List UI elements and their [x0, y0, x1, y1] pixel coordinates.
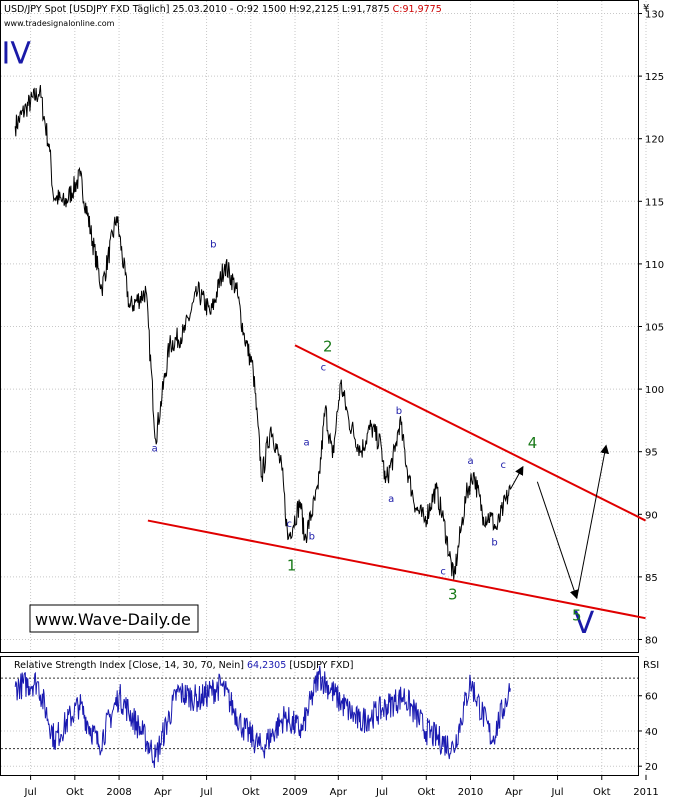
price-y-tick-label: 95: [645, 448, 658, 459]
wave-label-major: 2: [323, 338, 333, 356]
channel-lower-line: [147, 519, 646, 620]
x-tick-label: Okt: [66, 787, 84, 798]
wave-label-major: 1: [287, 557, 297, 575]
projection-arrow: [509, 465, 524, 490]
wave-label-major: 5: [572, 607, 582, 625]
price-grid: [1, 1, 647, 652]
x-tick-label: Okt: [242, 787, 260, 798]
price-y-tick-labels: 80 85 90 95 100 105 110 115 120 125 130: [638, 10, 664, 646]
wave-label-minor: a: [303, 437, 309, 448]
wave-label-minor: a: [388, 494, 394, 505]
x-tick-label: Okt: [417, 787, 435, 798]
channel-upper-line: [294, 344, 646, 522]
rsi-value: 64,2305: [247, 660, 286, 671]
rsi-y-tick-labels: 20 40 60: [638, 692, 658, 773]
x-tick-label: Jul: [375, 787, 388, 798]
price-y-tick-label: 80: [645, 635, 658, 646]
chart-header-text: USD/JPY Spot [USDJPY FXD Täglich] 25.03.…: [4, 4, 442, 15]
projection-arrows: [509, 444, 610, 600]
rsi-series-line: [14, 665, 511, 768]
wave-label-minor: b: [396, 406, 402, 417]
x-tick-label: Okt: [593, 787, 611, 798]
trend-channel-lines: [147, 344, 646, 620]
price-y-tick-label: 120: [645, 135, 664, 146]
wave-labels: IV V 1 2 3 4 5 a b a b c c b a c a b c: [1, 37, 594, 642]
wave-label-minor: b: [491, 538, 497, 549]
x-tick-label: Apr: [505, 787, 523, 798]
x-tick-label: Jul: [200, 787, 213, 798]
close-value: C:91,9775: [393, 4, 442, 15]
x-tick-labels: Jul Okt 2008 Apr Jul Okt 2009 Apr Jul Okt 2010 Apr J…: [24, 775, 659, 798]
x-tick-label: Jul: [24, 787, 37, 798]
rsi-grid: [1, 657, 647, 775]
wave-label-minor: b: [309, 531, 315, 542]
rsi-y-tick-label: 60: [645, 692, 658, 703]
wave-label-minor: c: [440, 566, 446, 577]
x-tick-label: 2011: [633, 787, 658, 798]
price-y-tick-label: 130: [645, 10, 664, 21]
price-y-tick-label: 90: [645, 510, 658, 521]
wave-label-minor: c: [287, 519, 293, 530]
wave-label-minor: c: [500, 460, 506, 471]
x-tick-label: 2009: [282, 787, 307, 798]
x-tick-label: 2010: [458, 787, 483, 798]
wave-label-minor: a: [152, 444, 158, 455]
projection-arrow: [536, 481, 579, 600]
x-tick-label: 2008: [106, 787, 131, 798]
x-tick-label: Apr: [330, 787, 348, 798]
x-tick-label: Jul: [550, 787, 563, 798]
rsi-y-tick-label: 40: [645, 727, 658, 738]
rsi-y-tick-label: 20: [645, 762, 658, 773]
wave-label-major: 4: [528, 434, 538, 452]
price-y-tick-label: 100: [645, 385, 664, 396]
rsi-axis-label: RSI: [643, 660, 659, 671]
price-y-tick-label: 125: [645, 72, 664, 83]
price-y-tick-label: 115: [645, 197, 664, 208]
price-y-tick-label: 105: [645, 323, 664, 334]
wave-label-major: 3: [448, 585, 458, 603]
wave-label-major: IV: [1, 37, 31, 72]
wave-label-major: V: [574, 606, 595, 641]
watermark-text: www.Wave-Daily.de: [35, 610, 191, 629]
currency-symbol: ¥: [643, 3, 649, 14]
rsi-panel-frame: [0, 656, 639, 776]
wave-label-minor: c: [321, 362, 327, 373]
watermark-box: [29, 604, 199, 633]
rsi-header-text: Relative Strength Index [Close, 14, 30, …: [14, 660, 353, 671]
projection-arrow: [576, 444, 610, 599]
price-y-tick-label: 110: [645, 260, 664, 271]
x-tick-label: Apr: [154, 787, 172, 798]
wave-label-minor: b: [210, 240, 216, 251]
website-text: www.tradesignalonline.com: [4, 19, 115, 28]
price-y-tick-label: 85: [645, 573, 658, 584]
price-series-line: [14, 84, 511, 580]
wave-label-minor: a: [467, 456, 473, 467]
